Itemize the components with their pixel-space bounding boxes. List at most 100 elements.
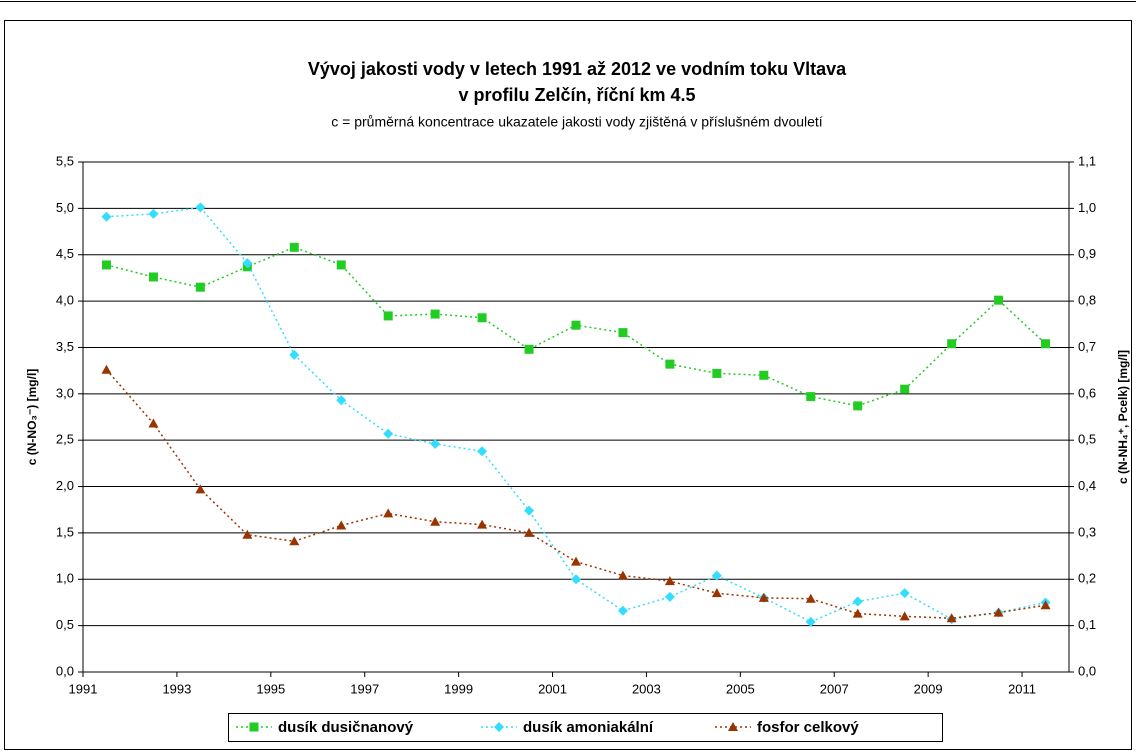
- y2-tick-label: 0,5: [1078, 432, 1096, 447]
- y2-tick-label: 0,3: [1078, 524, 1096, 539]
- chart-note: c = průměrná koncentrace ukazatele jakos…: [331, 114, 823, 130]
- marker: [242, 258, 253, 269]
- y-tick-label: 4,0: [56, 293, 74, 308]
- y-tick-label: 0,5: [56, 617, 74, 632]
- y2-tick-label: 0,6: [1078, 385, 1096, 400]
- marker: [195, 282, 205, 292]
- x-tick-label: 2001: [538, 681, 567, 696]
- marker: [1041, 339, 1051, 349]
- marker: [899, 611, 910, 621]
- marker: [289, 536, 300, 546]
- y2-axis-title: c (N-NH₄⁺, Pcelk) [mg/l]: [1116, 350, 1130, 484]
- y-tick-label: 0,0: [56, 663, 74, 678]
- marker: [618, 328, 628, 338]
- marker: [664, 576, 675, 586]
- marker: [900, 384, 910, 394]
- chart-frame: [4, 20, 1132, 750]
- marker: [524, 505, 535, 516]
- series-line: [106, 206, 1046, 623]
- marker: [571, 574, 581, 585]
- y-tick-label: 2,0: [56, 478, 74, 493]
- marker: [664, 591, 675, 602]
- marker: [805, 593, 816, 603]
- marker: [430, 438, 441, 449]
- marker: [242, 529, 253, 539]
- y-tick-label: 1,5: [56, 524, 74, 539]
- marker: [383, 508, 394, 518]
- marker: [101, 364, 112, 374]
- legend-label: dusík amoniakální: [523, 719, 654, 736]
- y-tick-label: 5,0: [56, 200, 74, 215]
- y2-tick-label: 0,1: [1078, 617, 1096, 632]
- marker: [477, 313, 487, 323]
- marker: [477, 446, 488, 457]
- marker: [711, 588, 722, 598]
- marker: [195, 484, 206, 494]
- marker: [711, 570, 722, 581]
- x-tick-label: 1993: [162, 681, 191, 696]
- marker: [336, 260, 346, 270]
- marker: [1040, 600, 1051, 610]
- legend-marker: [249, 722, 259, 732]
- x-tick-label: 1991: [69, 681, 98, 696]
- marker: [899, 588, 910, 599]
- marker: [946, 613, 957, 623]
- marker: [148, 208, 159, 219]
- marker: [947, 339, 957, 349]
- legend-label: fosfor celkový: [757, 719, 859, 736]
- marker: [617, 570, 628, 580]
- marker: [195, 202, 206, 213]
- y2-tick-label: 1,1: [1078, 153, 1096, 168]
- x-tick-label: 2009: [914, 681, 943, 696]
- y2-tick-label: 0,9: [1078, 246, 1096, 261]
- x-tick-label: 2005: [726, 681, 755, 696]
- y-tick-label: 2,5: [56, 432, 74, 447]
- legend-label: dusík dusičnanový: [278, 719, 414, 736]
- marker: [430, 516, 441, 526]
- marker: [617, 605, 628, 616]
- marker: [571, 320, 581, 330]
- y2-tick-label: 0,4: [1078, 478, 1096, 493]
- marker: [524, 527, 535, 537]
- marker: [289, 349, 300, 360]
- marker: [524, 344, 534, 354]
- plot-area: [82, 161, 1070, 673]
- marker: [383, 428, 394, 439]
- y-tick-label: 1,0: [56, 571, 74, 586]
- y-tick-label: 3,5: [56, 339, 74, 354]
- marker: [759, 370, 769, 380]
- y2-tick-label: 0,8: [1078, 293, 1096, 308]
- marker: [477, 519, 488, 529]
- marker: [383, 311, 393, 321]
- chart-subtitle: v profilu Zelčín, říční km 4.5: [458, 85, 695, 105]
- marker: [101, 211, 112, 222]
- marker: [993, 607, 1004, 617]
- marker: [101, 260, 111, 270]
- y-tick-label: 4,5: [56, 246, 74, 261]
- marker: [289, 242, 299, 252]
- marker: [336, 395, 347, 406]
- marker: [852, 596, 863, 607]
- legend-marker: [728, 722, 738, 731]
- marker: [806, 392, 816, 402]
- x-tick-label: 2011: [1008, 681, 1036, 696]
- marker: [148, 418, 159, 428]
- x-tick-label: 2003: [632, 681, 661, 696]
- marker: [571, 556, 581, 566]
- legend-marker: [494, 722, 504, 732]
- marker: [805, 616, 816, 627]
- x-tick-label: 1997: [350, 681, 379, 696]
- x-tick-label: 1999: [444, 681, 473, 696]
- marker: [665, 359, 675, 369]
- y2-tick-label: 0,2: [1078, 571, 1096, 586]
- y-tick-label: 3,0: [56, 385, 74, 400]
- x-tick-label: 2007: [820, 681, 849, 696]
- y2-tick-label: 1,0: [1078, 200, 1096, 215]
- x-tick-label: 1995: [256, 681, 285, 696]
- marker: [148, 272, 158, 282]
- y-tick-label: 5,5: [56, 153, 74, 168]
- marker: [430, 309, 440, 319]
- y-axis-title: c (N-NO₃⁻) [mg/l]: [25, 369, 39, 466]
- legend-box: [228, 713, 943, 742]
